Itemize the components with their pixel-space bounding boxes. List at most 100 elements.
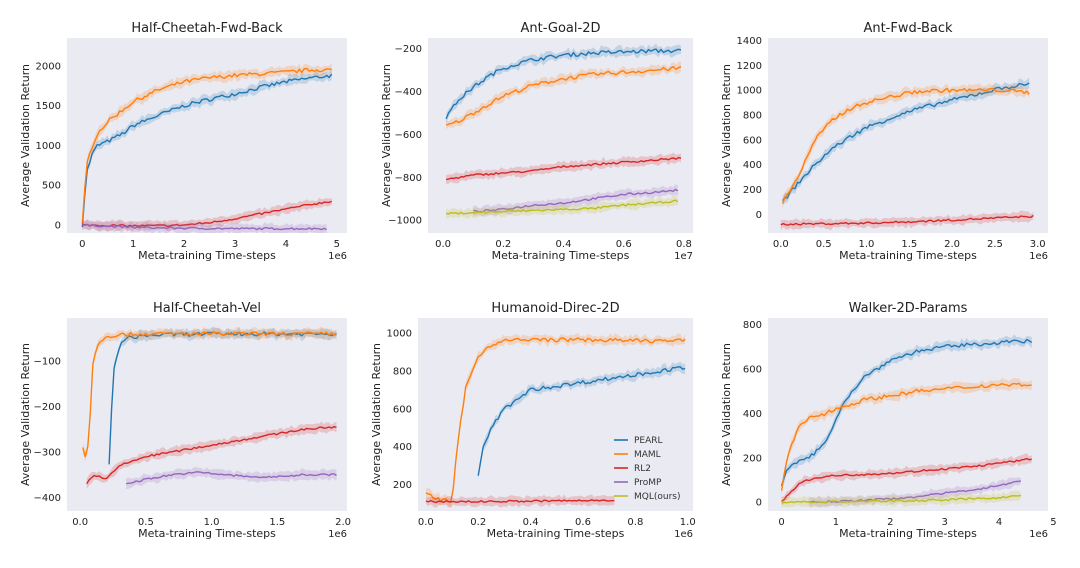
y-tick-label: 800: [743, 320, 762, 331]
y-tick-label: 1500: [36, 101, 61, 112]
series-band-mql-ours: [446, 195, 678, 219]
series-band-promp: [126, 466, 337, 490]
chart-ant-fwd-back: Ant-Fwd-Back 0.0 0.5 1.0 1.5 2.0 2.5 3.0 0 200 400…: [720, 21, 1048, 262]
y-tick-label: −200: [34, 402, 61, 413]
y-tick-label: 1400: [737, 36, 762, 47]
series-band-pearl: [82, 68, 332, 233]
series-band-rl2: [780, 210, 1034, 231]
y-tick-label: −800: [395, 173, 422, 184]
x-tick-label: 0.4: [556, 239, 572, 250]
x-axis-exponent: 1e6: [674, 529, 693, 540]
x-tick-label: 1.0: [204, 517, 220, 528]
x-tick-label: 0: [778, 517, 784, 528]
y-tick-label: 200: [393, 480, 412, 491]
legend-label: PEARL: [634, 436, 663, 446]
chart-title: Half-Cheetah-Vel: [153, 301, 261, 316]
y-tick-label: 0: [756, 210, 762, 221]
x-tick-label: 0.0: [418, 517, 434, 528]
y-tick-label: 800: [393, 366, 412, 377]
series-line-pearl: [445, 48, 682, 120]
x-tick-label: 3.0: [1030, 239, 1046, 250]
legend-item-maml: MAML: [614, 450, 661, 460]
y-axis-label: Average Validation Return: [720, 64, 733, 207]
chart-walker-2d-params: Walker-2D-Params 0 1 2 3 4 5 0 200 400 600 800 Meta-…: [720, 301, 1057, 540]
y-tick-label: 1000: [387, 329, 412, 340]
series-line-maml: [82, 331, 337, 458]
legend-item-promp: ProMP: [614, 478, 662, 488]
x-tick-label: 2.5: [987, 239, 1003, 250]
x-axis-exponent: 1e6: [1029, 251, 1048, 262]
y-tick-label: 1000: [36, 141, 61, 152]
x-tick-label: 0.6: [575, 517, 591, 528]
series-band-maml: [446, 61, 681, 130]
legend-label: MAML: [634, 450, 661, 460]
legend-item-rl2: RL2: [614, 464, 651, 474]
plot-area: [67, 318, 347, 511]
x-tick-label: 0.2: [495, 239, 511, 250]
series-line-maml: [781, 87, 1030, 204]
x-axis-exponent: 1e6: [328, 251, 347, 262]
x-tick-label: 0.6: [616, 239, 632, 250]
x-tick-label: 1: [130, 239, 136, 250]
plot-area: [418, 318, 693, 511]
chart-title: Humanoid-Direc-2D: [491, 301, 619, 316]
x-axis-exponent: 1e6: [328, 529, 347, 540]
y-tick-label: −400: [395, 87, 422, 98]
x-axis-exponent: 1e6: [1029, 529, 1048, 540]
x-tick-label: 2.0: [335, 517, 351, 528]
x-tick-label: 0: [79, 239, 85, 250]
x-tick-label: 0.5: [138, 517, 154, 528]
legend-label: MQL(ours): [634, 492, 681, 502]
series-line-promp: [808, 480, 1021, 504]
series-band-promp: [473, 184, 678, 218]
legend-item-pearl: PEARL: [614, 436, 663, 446]
x-tick-label: 2: [887, 517, 893, 528]
series-band-maml: [82, 326, 337, 462]
series-line-mql-ours: [781, 494, 1021, 504]
y-tick-label: 400: [393, 442, 412, 453]
y-axis-label: Average Validation Return: [380, 64, 393, 207]
y-tick-label: 400: [743, 160, 762, 171]
series-line-promp: [126, 471, 337, 485]
y-tick-label: 400: [743, 409, 762, 420]
x-axis-label: Meta-training Time-steps: [492, 249, 630, 262]
legend-label: ProMP: [634, 478, 662, 488]
x-axis-label: Meta-training Time-steps: [839, 527, 977, 540]
y-tick-label: 200: [743, 453, 762, 464]
x-tick-label: 2.0: [944, 239, 960, 250]
x-tick-label: 3: [942, 517, 948, 528]
x-tick-label: 2: [181, 239, 187, 250]
y-tick-label: −300: [34, 447, 61, 458]
y-tick-label: 1000: [737, 86, 762, 97]
y-tick-label: −100: [34, 357, 61, 368]
series-band-maml: [782, 83, 1030, 209]
x-tick-label: 0.0: [773, 239, 789, 250]
x-tick-label: 1.5: [269, 517, 285, 528]
series-line-maml: [425, 337, 686, 503]
y-tick-label: −1000: [388, 216, 422, 227]
series-line-rl2: [82, 200, 332, 228]
chart-half-cheetah-vel: Half-Cheetah-Vel 0.0 0.5 1.0 1.5 2.0 −400 −300 −…: [19, 301, 351, 540]
x-axis-label: Meta-training Time-steps: [138, 249, 276, 262]
x-axis-label: Meta-training Time-steps: [487, 527, 625, 540]
y-tick-label: −200: [395, 44, 422, 55]
y-tick-label: 600: [393, 404, 412, 415]
y-axis-label: Average Validation Return: [370, 343, 383, 486]
series-line-rl2: [86, 426, 337, 485]
chart-ant-goal-2d: Ant-Goal-2D 0.0 0.2 0.4 0.6 0.8 −1000 −800 −600 −…: [380, 21, 693, 262]
series-line-pearl: [81, 73, 333, 228]
chart-title: Half-Cheetah-Fwd-Back: [131, 21, 283, 36]
series-line-promp: [82, 223, 327, 231]
x-tick-label: 0.0: [72, 517, 88, 528]
y-tick-label: 600: [743, 135, 762, 146]
chart-title: Ant-Goal-2D: [521, 21, 601, 36]
x-tick-label: 1: [833, 517, 839, 528]
series-line-rl2: [781, 457, 1032, 502]
chart-title: Walker-2D-Params: [849, 301, 968, 316]
x-tick-label: 5: [334, 239, 340, 250]
series-line-mql-ours: [445, 199, 679, 215]
series-line-rl2: [445, 156, 682, 181]
y-tick-label: 800: [743, 111, 762, 122]
y-tick-label: 1200: [737, 61, 762, 72]
